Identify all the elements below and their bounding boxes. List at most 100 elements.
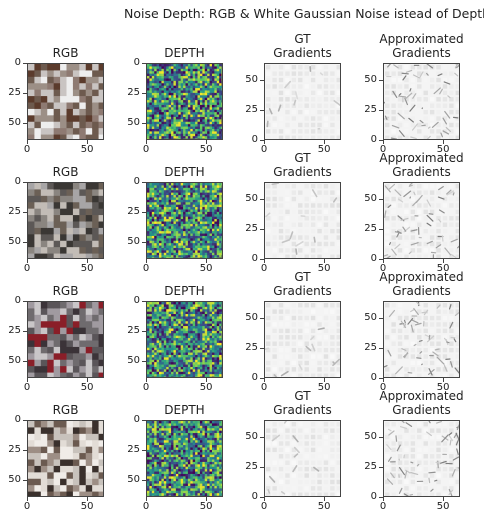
y-tick-mark xyxy=(142,480,146,481)
y-tick-mark xyxy=(379,318,383,319)
y-tick-label: 0 xyxy=(122,414,140,425)
x-tick-mark xyxy=(443,140,444,144)
y-tick-label: 0 xyxy=(122,57,140,68)
x-tick-mark xyxy=(264,140,265,144)
y-tick-mark xyxy=(260,318,264,319)
y-tick-label: 25 xyxy=(240,104,258,115)
x-tick-label: 50 xyxy=(433,501,453,512)
y-tick-mark xyxy=(23,182,27,183)
depth-title: DEPTH xyxy=(126,403,243,417)
x-tick-mark xyxy=(146,140,147,144)
rgb-photo-icon xyxy=(27,182,104,259)
y-tick-mark xyxy=(379,199,383,200)
depth-title: DEPTH xyxy=(126,165,243,179)
approx-title-line: Approximated xyxy=(363,270,480,284)
approx-title: Approximated Gradients xyxy=(363,32,480,60)
approx-title-line: Approximated xyxy=(363,151,480,165)
gt-title-line: Gradients xyxy=(244,46,361,60)
x-tick-mark xyxy=(383,140,384,144)
y-tick-label: 50 xyxy=(240,431,258,442)
gradient-map-icon xyxy=(264,420,341,497)
y-tick-label: 25 xyxy=(122,87,140,98)
x-tick-mark xyxy=(27,497,28,501)
x-tick-mark xyxy=(146,497,147,501)
y-tick-mark xyxy=(379,467,383,468)
y-tick-label: 0 xyxy=(122,176,140,187)
x-tick-mark xyxy=(146,259,147,263)
y-tick-mark xyxy=(379,437,383,438)
gt-title-line: GT xyxy=(244,32,361,46)
gradient-map-icon xyxy=(383,420,460,497)
y-tick-label: 25 xyxy=(240,342,258,353)
x-tick-mark xyxy=(443,497,444,501)
y-tick-label: 25 xyxy=(122,444,140,455)
x-tick-label: 0 xyxy=(17,144,37,155)
y-tick-mark xyxy=(260,467,264,468)
gradient-map-icon xyxy=(383,182,460,259)
noise-heatmap-icon xyxy=(146,301,223,378)
x-tick-mark xyxy=(324,140,325,144)
y-tick-label: 0 xyxy=(3,295,21,306)
x-tick-mark xyxy=(324,378,325,382)
y-tick-mark xyxy=(23,242,27,243)
y-tick-label: 0 xyxy=(3,57,21,68)
gt-title-line: Gradients xyxy=(244,284,361,298)
x-tick-label: 50 xyxy=(314,501,334,512)
y-tick-mark xyxy=(379,348,383,349)
y-tick-label: 50 xyxy=(240,312,258,323)
y-tick-label: 50 xyxy=(240,193,258,204)
x-tick-label: 0 xyxy=(17,263,37,274)
y-tick-mark xyxy=(23,63,27,64)
x-tick-label: 50 xyxy=(196,382,216,393)
x-tick-mark xyxy=(324,497,325,501)
y-tick-mark xyxy=(260,437,264,438)
y-tick-label: 50 xyxy=(122,236,140,247)
y-tick-label: 25 xyxy=(3,444,21,455)
y-tick-mark xyxy=(142,182,146,183)
y-tick-mark xyxy=(142,361,146,362)
approx-title: Approximated Gradients xyxy=(363,151,480,179)
y-tick-mark xyxy=(23,361,27,362)
rgb-title-line: RGB xyxy=(7,46,124,60)
gradient-map-icon xyxy=(264,63,341,140)
gt-title-line: Gradients xyxy=(244,403,361,417)
y-tick-label: 50 xyxy=(122,355,140,366)
noise-heatmap-icon xyxy=(146,420,223,497)
gt-title-line: GT xyxy=(244,389,361,403)
rgb-title-line: RGB xyxy=(7,165,124,179)
y-tick-mark xyxy=(260,348,264,349)
rgb-photo-icon xyxy=(27,420,104,497)
y-tick-label: 50 xyxy=(3,236,21,247)
y-tick-label: 25 xyxy=(3,87,21,98)
y-tick-label: 25 xyxy=(3,325,21,336)
x-tick-mark xyxy=(443,259,444,263)
gradient-map-icon xyxy=(383,301,460,378)
y-tick-mark xyxy=(23,212,27,213)
y-tick-mark xyxy=(260,229,264,230)
x-tick-label: 50 xyxy=(77,382,97,393)
rgb-title: RGB xyxy=(7,403,124,417)
y-tick-label: 25 xyxy=(359,342,377,353)
y-tick-mark xyxy=(142,242,146,243)
y-tick-mark xyxy=(142,420,146,421)
x-tick-mark xyxy=(27,259,28,263)
depth-title-line: DEPTH xyxy=(126,403,243,417)
y-tick-mark xyxy=(23,93,27,94)
x-tick-mark xyxy=(383,259,384,263)
y-tick-label: 50 xyxy=(240,74,258,85)
depth-title: DEPTH xyxy=(126,46,243,60)
y-tick-mark xyxy=(260,199,264,200)
x-tick-label: 0 xyxy=(136,501,156,512)
x-tick-mark xyxy=(27,140,28,144)
x-tick-label: 0 xyxy=(17,382,37,393)
gt-title: GT Gradients xyxy=(244,151,361,179)
rgb-title: RGB xyxy=(7,46,124,60)
y-tick-label: 25 xyxy=(359,223,377,234)
x-tick-label: 50 xyxy=(77,263,97,274)
x-tick-label: 50 xyxy=(196,501,216,512)
approx-title-line: Gradients xyxy=(363,46,480,60)
rgb-photo-icon xyxy=(27,63,104,140)
y-tick-mark xyxy=(260,110,264,111)
y-tick-label: 0 xyxy=(3,414,21,425)
x-tick-mark xyxy=(264,378,265,382)
